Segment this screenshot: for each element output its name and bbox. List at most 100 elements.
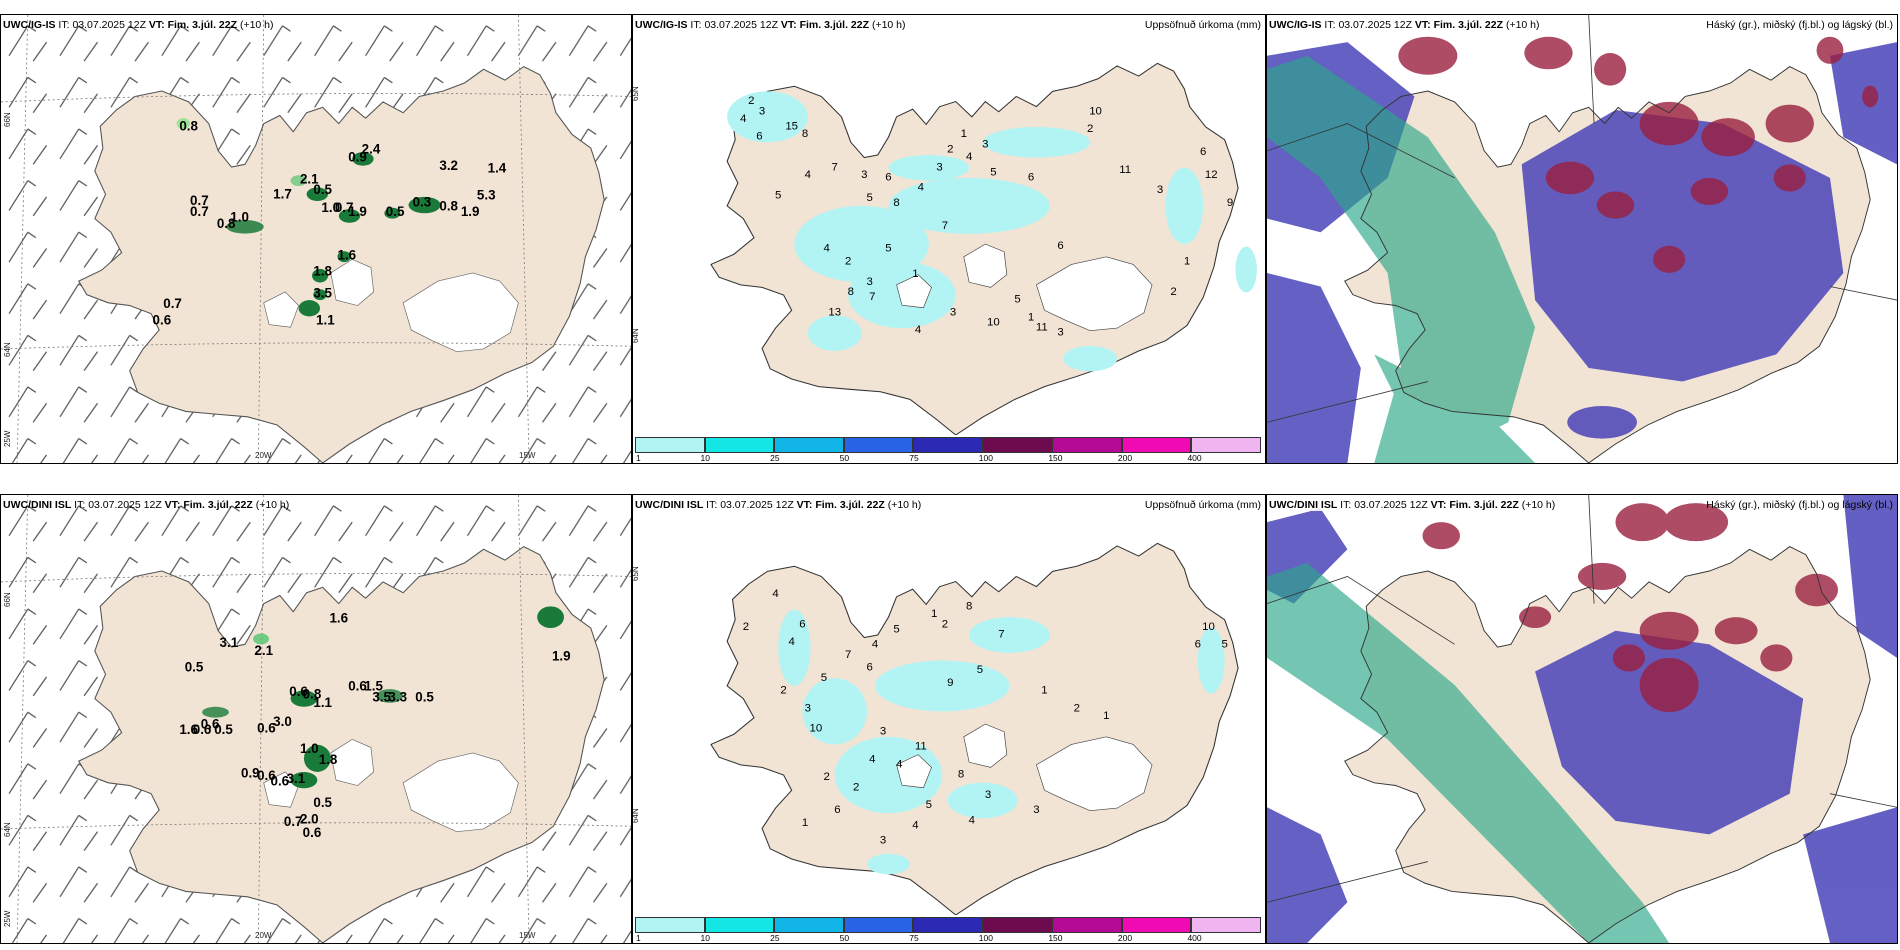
svg-text:2: 2 (1087, 123, 1093, 135)
lon-label: 20W (255, 451, 272, 460)
svg-text:3: 3 (759, 106, 765, 118)
lat-label: 64N (632, 808, 640, 823)
lat-label: 64N (3, 822, 12, 837)
svg-text:10: 10 (1202, 621, 1215, 633)
wind-value: 1.6 (329, 611, 348, 626)
panel-title: UWC/IG-IS IT: 03.07.2025 12Z VT: Fim. 3.… (635, 19, 906, 31)
svg-text:6: 6 (885, 172, 891, 184)
wind-value: 3.2 (439, 158, 458, 173)
legend-swatch (704, 437, 775, 453)
wind-value: 0.3 (413, 194, 432, 209)
panel-title: UWC/DINI ISL IT: 03.07.2025 12Z VT: Fim.… (635, 499, 922, 511)
svg-text:4: 4 (915, 324, 921, 336)
svg-text:3: 3 (805, 703, 811, 715)
svg-text:4: 4 (896, 759, 902, 771)
lat-label: 65N (632, 86, 640, 101)
svg-text:2: 2 (947, 144, 953, 156)
cloud-panel-igis: UWC/IG-IS IT: 03.07.2025 12Z VT: Fim. 3.… (1266, 14, 1898, 464)
svg-text:7: 7 (869, 291, 875, 303)
legend-swatch (1191, 917, 1261, 933)
svg-text:12: 12 (1205, 169, 1218, 181)
svg-text:6: 6 (834, 804, 840, 816)
wind-value: 0.6 (257, 720, 276, 735)
wind-value: 1.6 (338, 247, 357, 262)
svg-text:1: 1 (961, 128, 967, 140)
svg-text:11: 11 (1119, 164, 1131, 176)
svg-text:2: 2 (942, 619, 948, 631)
legend-swatch (1121, 437, 1192, 453)
svg-text:8: 8 (848, 286, 854, 298)
wind-value: 0.8 (303, 687, 322, 702)
svg-text:5: 5 (977, 664, 983, 676)
wind-value: 2.1 (300, 171, 319, 186)
svg-text:9: 9 (947, 677, 953, 689)
mid-cloud (1267, 495, 1897, 943)
wind-value: 0.5 (214, 722, 233, 737)
lon-label: 15W (519, 451, 536, 460)
wind-value: 1.9 (461, 204, 480, 219)
wind-value: 0.6 (289, 684, 308, 699)
precip-legend: 1 10 25 50 75 100 150 200 400 (635, 917, 1263, 943)
wind-value: 0.7 (190, 193, 209, 208)
svg-text:4: 4 (912, 820, 918, 832)
panel-title: UWC/IG-IS IT: 03.07.2025 12Z VT: Fim. 3.… (3, 19, 274, 31)
svg-text:4: 4 (872, 639, 878, 651)
legend-tick: 1 (636, 933, 641, 943)
wind-value: 2.4 (362, 141, 381, 156)
legend-swatch (913, 437, 983, 453)
gust-cells (202, 606, 564, 789)
legend-tick: 400 (1187, 453, 1202, 463)
svg-text:5: 5 (885, 243, 891, 255)
svg-text:11: 11 (915, 741, 927, 753)
svg-text:4: 4 (869, 754, 875, 766)
legend-tick: 75 (909, 453, 919, 463)
panel-title: UWC/DINI ISL IT: 03.07.2025 12Z VT: Fim.… (1269, 499, 1559, 511)
svg-text:5: 5 (821, 672, 827, 684)
svg-text:6: 6 (1200, 146, 1206, 158)
wind-value: 0.6 (153, 312, 172, 327)
svg-text:10: 10 (987, 317, 1000, 329)
svg-text:8: 8 (802, 128, 808, 140)
precip-panel-igis: UWC/IG-IS IT: 03.07.2025 12Z VT: Fim. 3.… (632, 14, 1266, 464)
legend-tick: 200 (1117, 933, 1133, 943)
wind-value: 0.5 (415, 689, 434, 704)
wind-value: 1.1 (313, 695, 332, 710)
svg-text:6: 6 (866, 662, 872, 674)
panel-title: UWC/IG-IS IT: 03.07.2025 12Z VT: Fim. 3.… (1269, 19, 1543, 31)
wind-value: 0.8 (439, 198, 458, 213)
wind-value: 0.5 (185, 659, 204, 674)
legend-swatch (635, 437, 705, 453)
precip-panel-dini: UWC/DINI ISL IT: 03.07.2025 12Z VT: Fim.… (632, 494, 1266, 944)
legend-tick: 10 (700, 453, 711, 463)
svg-text:7: 7 (942, 220, 948, 232)
lat-label: 66N (3, 592, 12, 607)
svg-text:5: 5 (893, 624, 899, 636)
wind-value: 0.6 (303, 825, 322, 840)
svg-text:8: 8 (893, 197, 899, 209)
svg-text:5: 5 (866, 192, 872, 204)
panel-subtitle: Háský (gr.), miðský (fj.bl.) og lágský (… (1706, 499, 1893, 511)
legend-swatch (774, 917, 844, 933)
wind-value: 0.9 (348, 150, 367, 165)
legend-tick: 25 (770, 933, 780, 943)
high-cloud (1422, 503, 1839, 713)
svg-text:6: 6 (1057, 240, 1063, 252)
legend-tick: 400 (1187, 933, 1202, 943)
svg-text:11: 11 (1036, 322, 1048, 334)
wind-value: 0.7 (284, 814, 303, 829)
svg-text:4: 4 (969, 815, 975, 827)
svg-text:6: 6 (1028, 172, 1034, 184)
wind-value: 1.5 (364, 678, 383, 693)
legend-swatch (635, 917, 705, 933)
wind-value: 0.8 (217, 216, 236, 231)
lat-label: 64N (3, 342, 12, 357)
wind-value: 2.0 (300, 811, 319, 826)
legend-swatch (982, 437, 1053, 453)
legend-tick: 1 (636, 453, 641, 463)
wind-value: 0.7 (163, 296, 182, 311)
panel-subtitle: Uppsöfnuð úrkoma (mm) (1144, 499, 1261, 511)
wind-value: 3.3 (388, 689, 407, 704)
svg-text:10: 10 (810, 723, 823, 735)
wind-value: 3.1 (287, 771, 306, 786)
legend-tick: 200 (1117, 453, 1133, 463)
